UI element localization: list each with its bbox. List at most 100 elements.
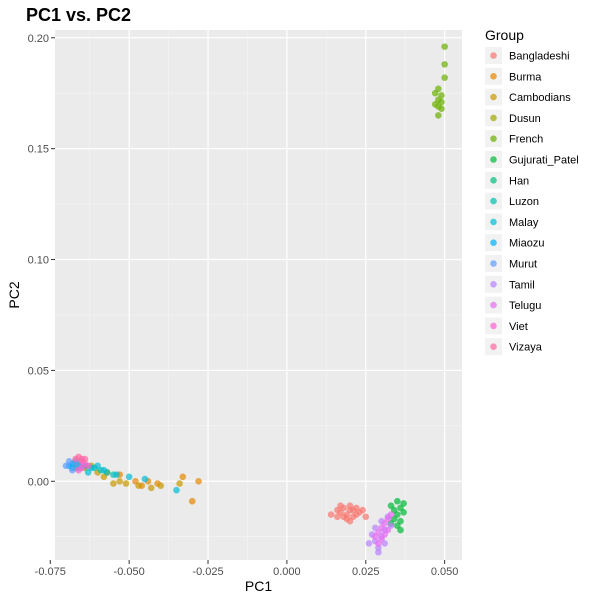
legend-label-dusun: Dusun [509,113,541,125]
legend-swatch-cambodians [490,93,497,101]
legend-label-tamil: Tamil [509,279,535,291]
legend-label-luzon: Luzon [509,196,539,208]
legend-swatch-bangladeshi [490,52,497,59]
y-tick-label: 0.05 [28,365,49,377]
point-gujurati-patel [400,509,407,516]
point-vizaya [72,455,79,463]
point-murut [69,466,76,474]
point-telugu [375,540,382,547]
y-tick-label: 0.15 [28,144,49,156]
legend-label-gujurati-patel: Gujurati_Patel [509,155,579,167]
point-tamil [365,540,373,547]
point-bangladeshi [353,511,360,518]
legend-swatch-murut [490,260,497,267]
legend-swatch-french [490,135,497,142]
y-tick-label: 0.00 [28,476,49,488]
point-gujurati-patel [397,517,404,525]
point-french [441,61,448,68]
legend-swatch-luzon [490,197,497,205]
legend-swatch-telugu [490,301,497,309]
point-vizaya [81,455,89,463]
x-tick-label: 0.000 [273,566,301,578]
point-viet [84,462,92,470]
point-cambodians [135,482,142,490]
point-malay [100,466,108,474]
legend-label-han: Han [509,175,529,187]
legend-swatch-dusun [490,114,497,122]
y-tick-label: 0.10 [28,255,49,267]
major-gridlines [49,30,462,560]
point-burma [195,477,202,485]
point-french [435,85,442,93]
data-points [62,43,448,556]
legend-swatch-viet [490,322,497,330]
y-axis-label: PC2 [6,281,22,308]
plot-area [49,30,462,560]
point-cambodians [122,480,130,487]
point-french [435,112,442,119]
point-bangladeshi [346,517,354,525]
point-bangladeshi [337,502,344,509]
x-tick-label: -0.050 [114,566,145,578]
point-bangladeshi [362,513,370,521]
legend-label-viet: Viet [509,321,528,333]
legend-swatch-gujurati-patel [490,156,497,163]
legend-swatch-vizaya [490,343,497,351]
chart-title: PC1 vs. PC2 [26,5,131,25]
x-tick-label: -0.075 [35,566,66,578]
point-murut [65,458,73,465]
minor-gridlines [55,30,462,560]
legend-label-cambodians: Cambodians [509,92,571,104]
point-telugu [387,511,395,518]
legend-label-vizaya: Vizaya [509,342,543,354]
x-tick-label: -0.025 [192,566,223,578]
legend-swatch-burma [490,73,497,80]
legend-swatch-miaozu [490,239,497,246]
point-french [441,74,448,81]
point-bangladeshi [334,513,341,521]
point-gujurati-patel [400,500,407,507]
x-tick-label: 0.025 [352,566,380,578]
legend-title: Group [485,27,524,43]
point-telugu [384,526,392,534]
legend-label-murut: Murut [509,259,537,271]
legend-items: Bangladeshi Burma Cambodians Dusun French Guj… [485,47,579,356]
point-telugu [371,533,379,541]
legend-label-miaozu: Miaozu [509,238,544,250]
x-axis-ticks: -0.075 -0.050 -0.025 0.000 0.025 0.050 [35,560,459,578]
point-malay [94,462,101,470]
legend: Group Bangladeshi Burma Cambodians Dusun Fre… [485,27,579,356]
legend-swatch-malay [490,218,497,226]
point-cambodians [110,480,117,487]
point-cambodians [116,477,123,485]
point-malay [113,471,120,478]
point-malay [125,473,133,481]
panel-background [55,30,462,560]
point-bangladeshi [359,506,366,514]
y-tick-label: 0.20 [28,33,49,45]
point-bangladeshi [327,511,335,518]
point-gujurati-patel [394,497,401,505]
point-french [441,43,448,50]
point-burma [179,473,187,481]
legend-label-burma: Burma [509,71,542,83]
point-cambodians [147,484,155,492]
legend-label-bangladeshi: Bangladeshi [509,51,570,63]
legend-swatch-tamil [490,281,497,288]
legend-label-malay: Malay [509,217,539,229]
point-cambodians [157,482,164,490]
legend-swatch-han [490,177,497,184]
point-tamil [375,548,382,556]
point-cambodians [176,480,183,487]
point-burma [188,497,196,505]
point-french [438,92,445,99]
point-malay [173,486,180,494]
point-malay [141,475,149,483]
y-axis-ticks: 0.00 0.05 0.10 0.15 0.20 [28,33,55,488]
legend-label-telugu: Telugu [509,300,541,312]
point-gujurati-patel [397,526,404,534]
point-viet [75,466,82,474]
x-axis-label: PC1 [245,578,272,594]
x-tick-label: 0.050 [431,566,459,578]
